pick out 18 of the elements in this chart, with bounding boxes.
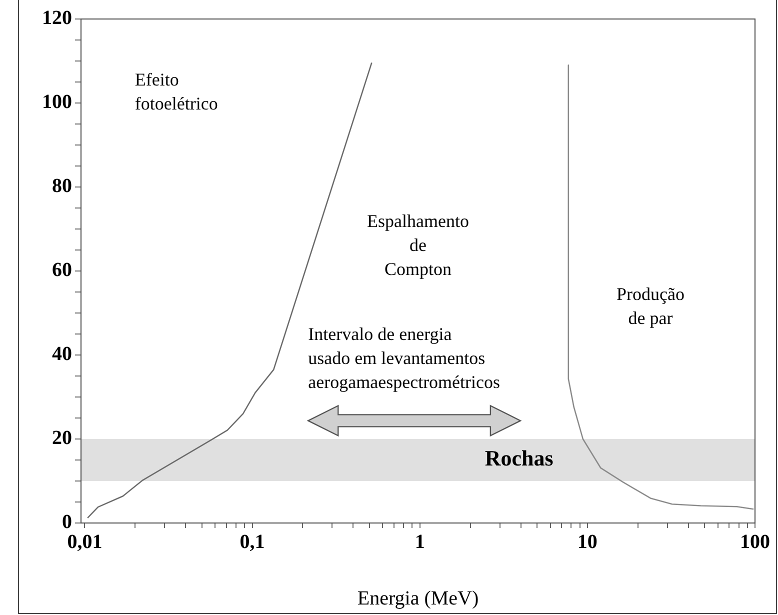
x-tick-label: 0,1 [240, 531, 265, 554]
annotation: Espalhamento de Compton [367, 210, 469, 279]
annotation: Intervalo de energia usado em levantamentos aerogamaespectrométricos [308, 324, 500, 392]
x-tick-label: 0,01 [67, 531, 102, 554]
y-tick-label: 100 [42, 91, 72, 114]
x-tick-label: 100 [740, 531, 770, 554]
y-tick-label: 120 [42, 7, 72, 30]
y-tick-label: 80 [52, 175, 72, 198]
x-tick-label: 1 [414, 531, 425, 554]
y-tick-label: 40 [52, 343, 72, 366]
band-label: Rochas [484, 446, 554, 471]
annotation: Efeito fotoelétrico [134, 70, 218, 114]
y-tick-label: 0 [62, 511, 72, 534]
y-tick-label: 20 [52, 427, 72, 450]
annotation: Produção de par [616, 284, 685, 328]
y-tick-label: 60 [52, 259, 72, 282]
x-tick-label: 10 [577, 531, 598, 554]
x-axis-title: Energia (MeV) [357, 587, 479, 610]
